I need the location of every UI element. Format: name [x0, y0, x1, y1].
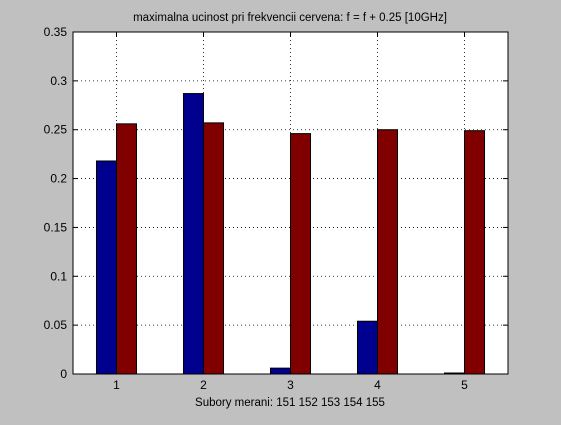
x-axis-label: Subory merani: 151 152 153 154 155 — [195, 397, 385, 409]
x-tick-label: 2 — [200, 378, 207, 392]
y-tick-label: 0.25 — [44, 123, 68, 137]
bar — [290, 133, 312, 375]
y-tick-label: 0.05 — [44, 318, 68, 332]
bar — [356, 320, 378, 375]
x-tick-label: 4 — [374, 378, 381, 392]
bar — [95, 160, 117, 375]
chart-title: maximalna ucinost pri frekvencii cervena… — [133, 12, 447, 24]
bar — [464, 130, 486, 375]
bars — [95, 93, 486, 375]
bar — [182, 93, 205, 375]
axis-ticks: 0 0.05 0.1 0.15 0.2 0.25 0.3 0.35 1 2 3 4 5 — [44, 25, 508, 392]
bar — [116, 123, 138, 375]
x-tick-label: 3 — [287, 378, 294, 392]
y-tick-label: 0.1 — [50, 269, 67, 283]
bar — [377, 129, 399, 375]
y-tick-label: 0.35 — [44, 25, 68, 39]
bar — [203, 122, 225, 375]
y-tick-label: 0.2 — [50, 172, 67, 186]
y-tick-label: 0.3 — [50, 74, 67, 88]
bar — [269, 367, 291, 375]
x-tick-label: 1 — [113, 378, 120, 392]
y-tick-label: 0.15 — [44, 220, 68, 234]
x-tick-label: 5 — [461, 378, 468, 392]
y-tick-label: 0 — [60, 367, 67, 381]
